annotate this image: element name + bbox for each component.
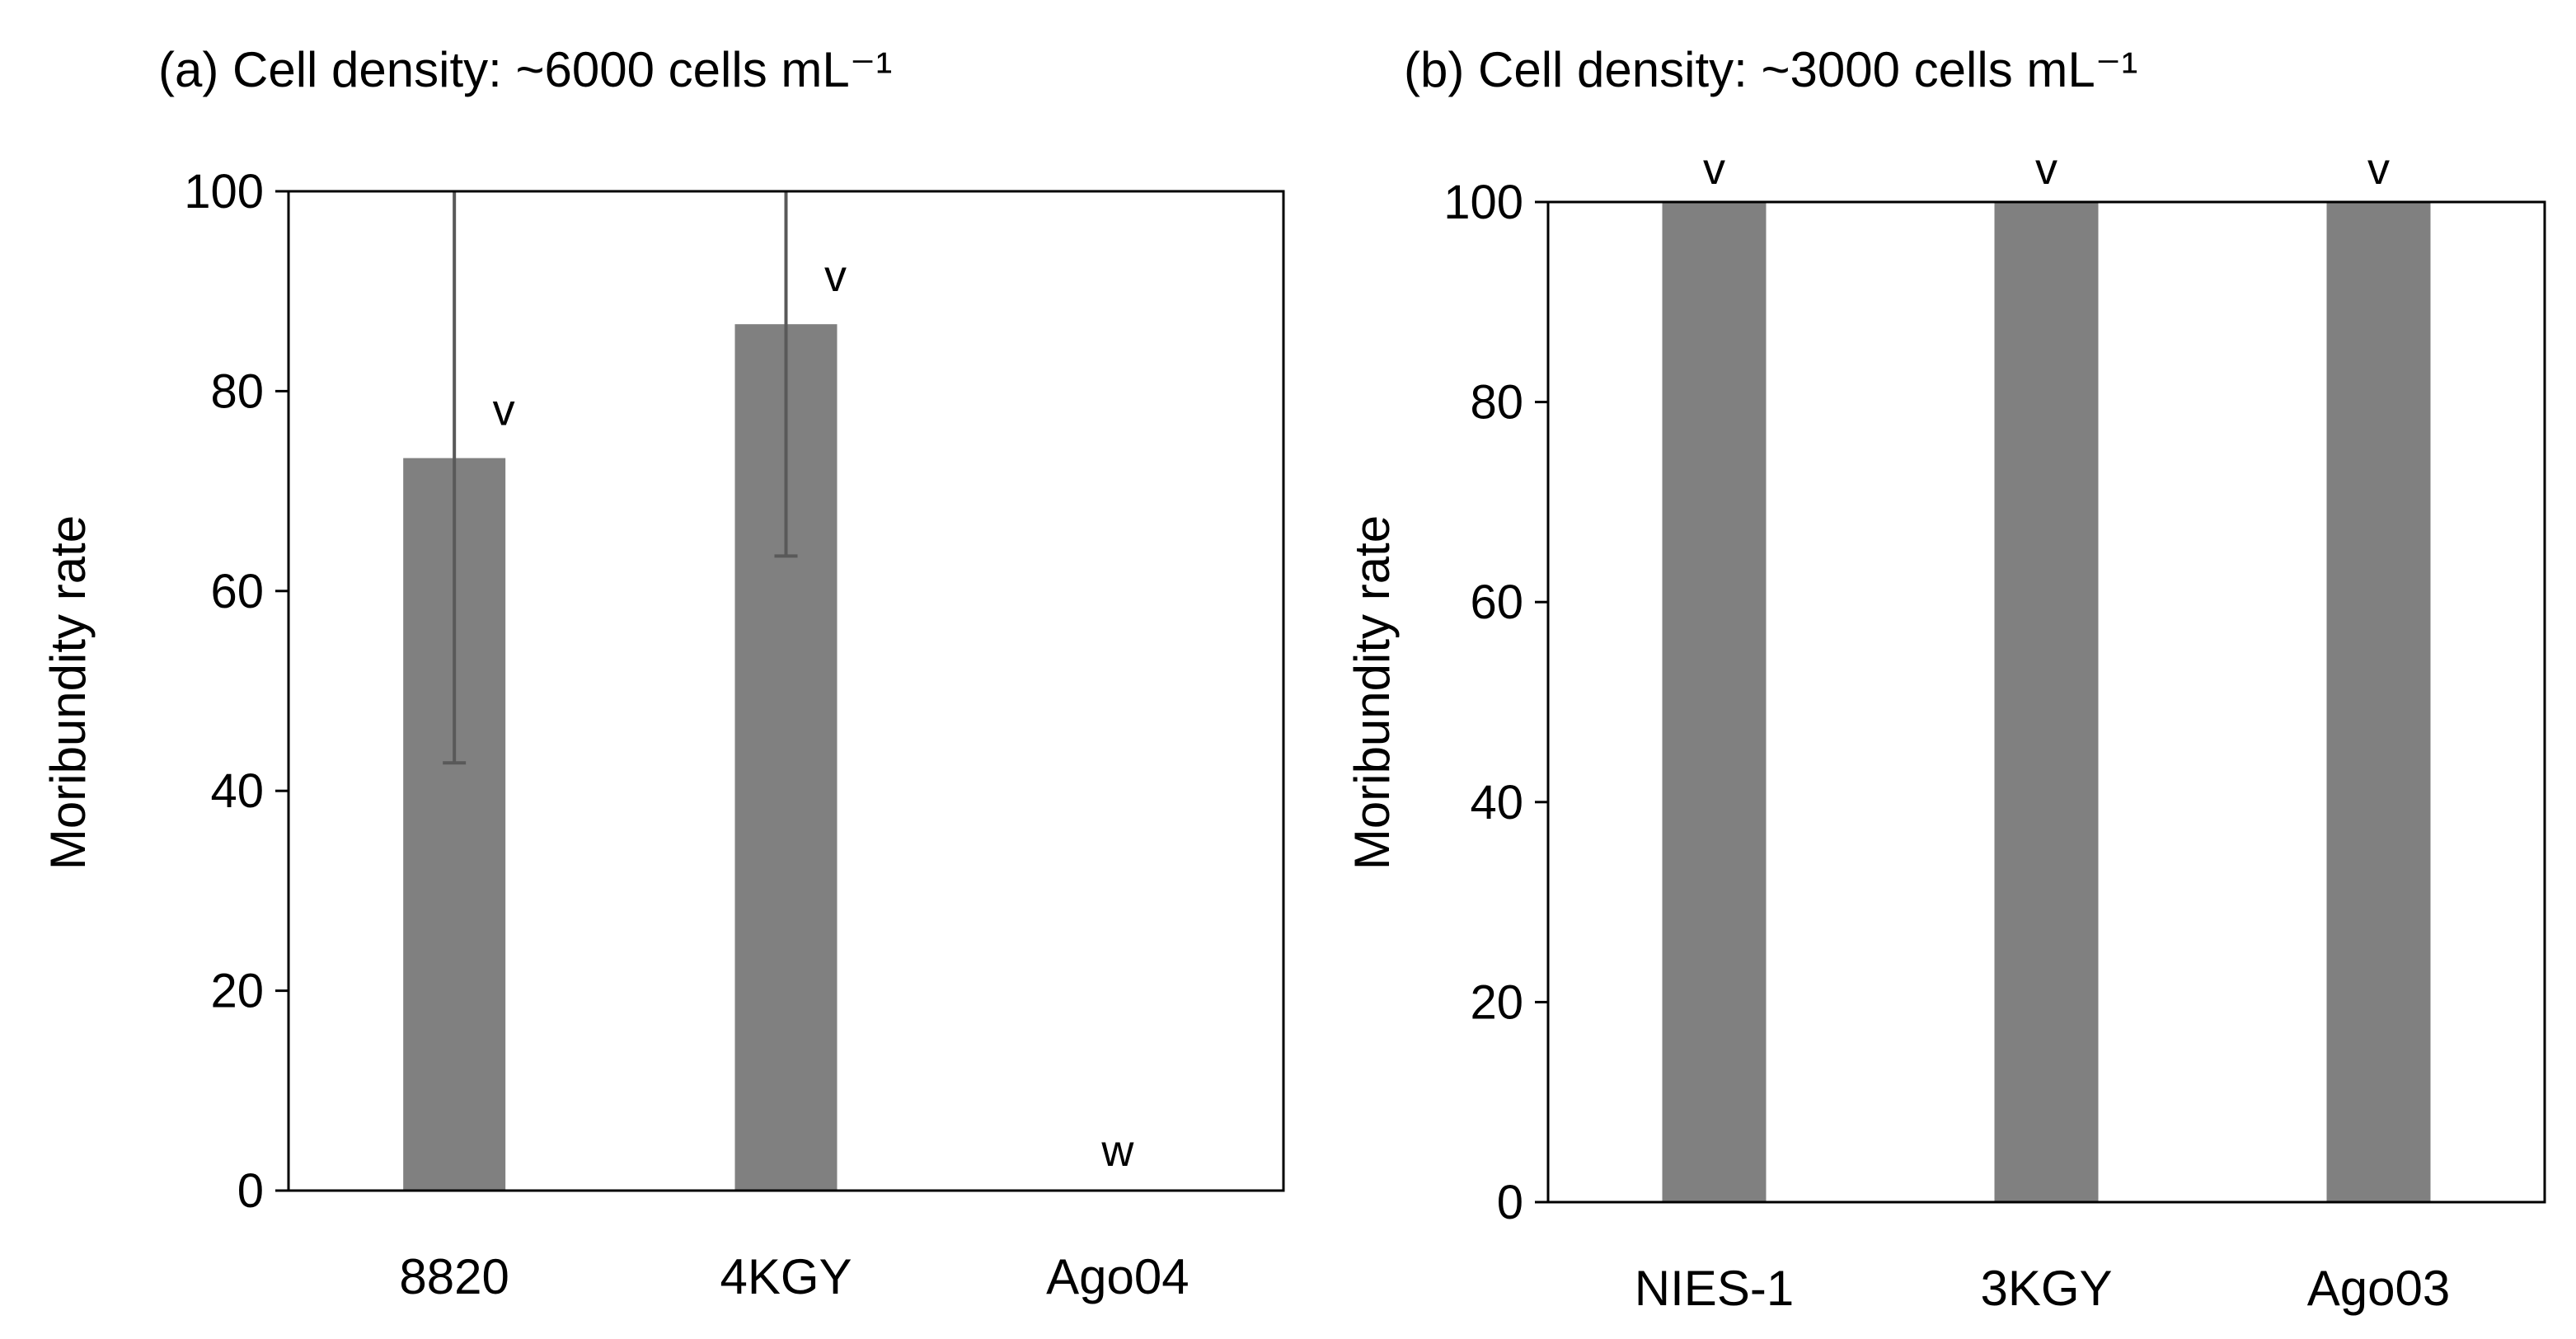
significance-label: v [824, 251, 847, 301]
x-category-label: NIES-1 [1635, 1261, 1794, 1316]
chart-title: (b) Cell density: ~3000 cells mL⁻¹ [1404, 42, 2137, 97]
y-tick-label: 40 [1470, 776, 1523, 829]
x-category-label: 8820 [399, 1249, 509, 1304]
panel-a: (a) Cell density: ~6000 cells mL⁻¹ Morib… [40, 42, 1285, 1304]
y-tick-label: 100 [1443, 176, 1523, 229]
bar [1994, 202, 2099, 1202]
y-tick-label: 0 [237, 1164, 264, 1218]
bar [2326, 202, 2431, 1202]
x-category-label: Ago04 [1046, 1249, 1189, 1304]
significance-label: v [2035, 144, 2058, 194]
y-tick-label: 20 [1470, 975, 1523, 1029]
y-tick-label: 100 [184, 165, 264, 218]
chart-title: (a) Cell density: ~6000 cells mL⁻¹ [158, 42, 892, 97]
y-tick-label: 60 [210, 565, 264, 618]
significance-label: v [1703, 144, 1725, 194]
x-category-label: 4KGY [720, 1249, 852, 1304]
significance-label: w [1100, 1126, 1134, 1176]
x-category-label: Ago03 [2307, 1261, 2451, 1316]
x-category-label: 3KGY [1980, 1261, 2112, 1316]
panel-b: (b) Cell density: ~3000 cells mL⁻¹ Morib… [1344, 42, 2546, 1316]
significance-label: v [493, 386, 515, 435]
significance-label: v [2367, 144, 2390, 194]
y-tick-label: 0 [1497, 1176, 1523, 1229]
y-tick-label: 80 [1470, 376, 1523, 430]
plot-frame [1546, 200, 2546, 1204]
y-axis-label: Moribundity rate [40, 515, 96, 870]
y-tick-label: 60 [1470, 576, 1523, 629]
y-axis-label: Moribundity rate [1344, 515, 1400, 870]
plot-frame [287, 190, 1285, 1192]
y-tick-label: 20 [210, 965, 264, 1018]
y-tick-label: 40 [210, 764, 264, 818]
y-tick-label: 80 [210, 364, 264, 418]
bar [1662, 202, 1767, 1202]
